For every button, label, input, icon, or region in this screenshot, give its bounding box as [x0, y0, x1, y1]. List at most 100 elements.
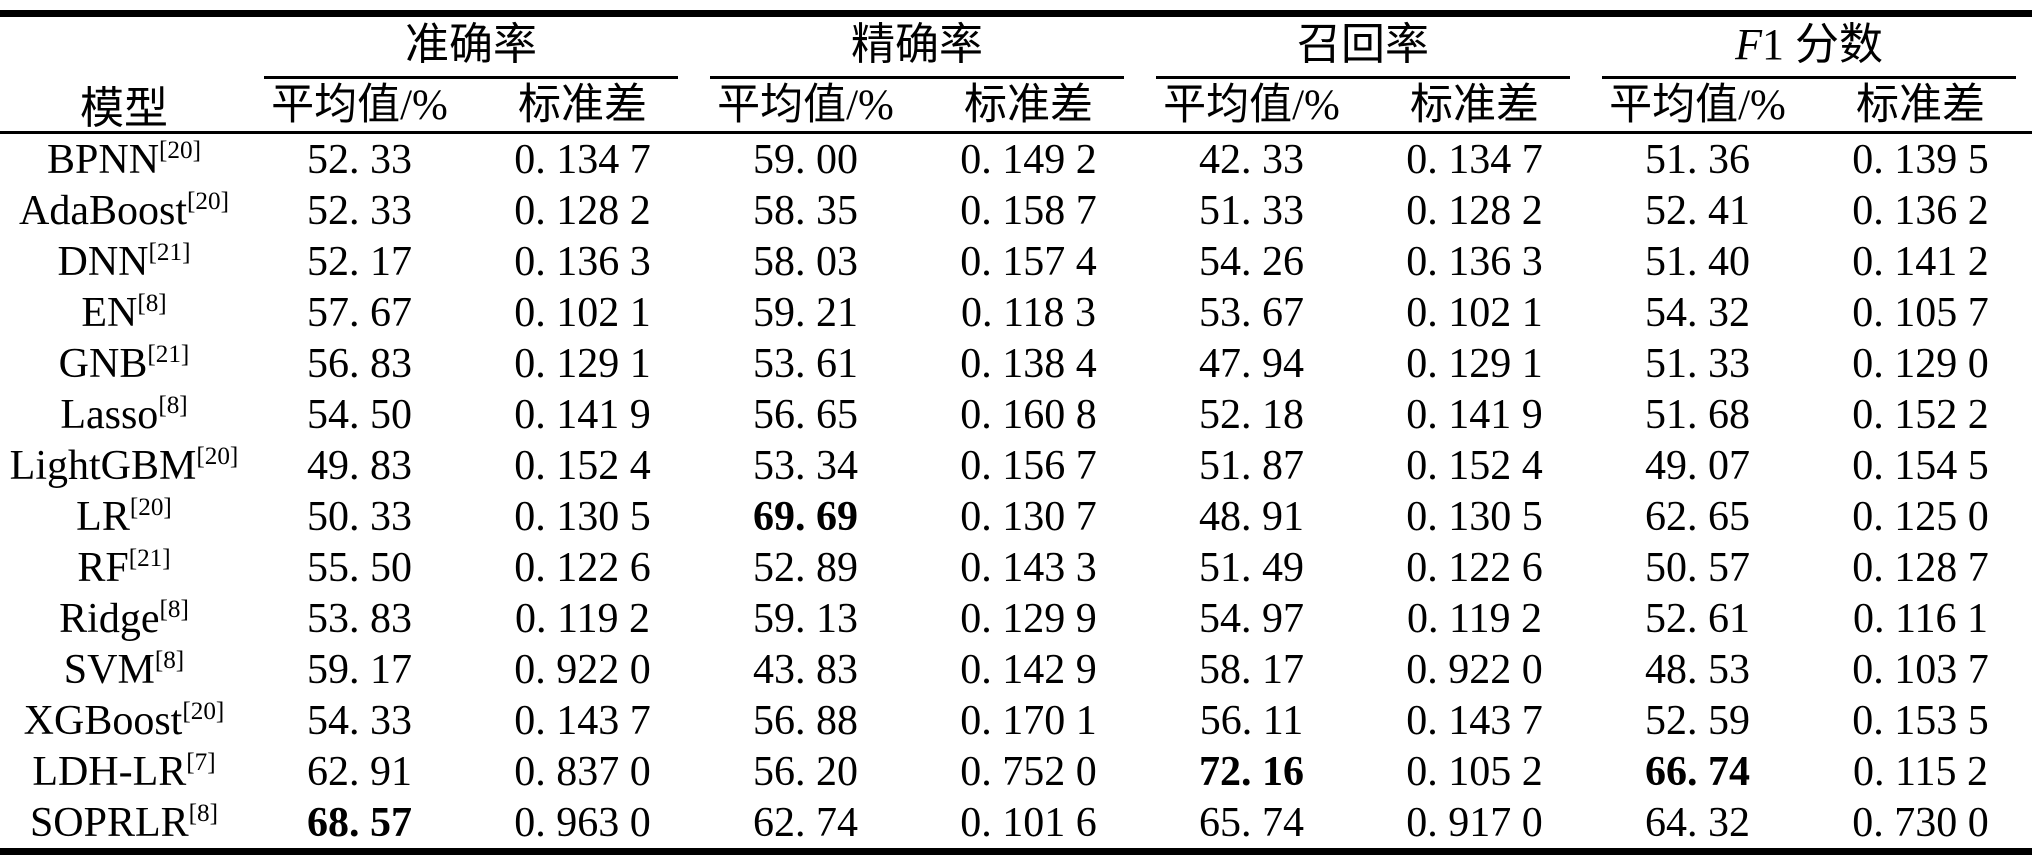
value-cell: 0. 142 9: [960, 646, 1097, 693]
table-row: LDH-LR[7] 62. 91 0. 837 0 56. 20 0. 752 0 72.…: [0, 746, 2032, 797]
value-cell: 72. 16: [1199, 748, 1304, 795]
value-cell: 59. 21: [753, 289, 858, 336]
citation-ref: [8]: [137, 289, 167, 317]
value-cell: 0. 160 8: [960, 391, 1097, 438]
model-name-text: BPNN: [46, 136, 160, 183]
value-cell: 54. 26: [1199, 238, 1304, 285]
table-row: DNN[21] 52. 17 0. 136 3 58. 03 0. 157 4 54. 2…: [0, 236, 2032, 287]
value-cell: 0. 119 2: [1407, 595, 1542, 642]
value-cell: 56. 11: [1199, 697, 1304, 744]
citation-ref: [20]: [182, 697, 225, 725]
model-name: SVM[8]: [0, 644, 248, 695]
value-cell: 0. 119 2: [515, 595, 650, 642]
table-row: SVM[8] 59. 17 0. 922 0 43. 83 0. 142 9 58. 17…: [0, 644, 2032, 695]
value-cell: 0. 130 5: [1406, 493, 1543, 540]
value-cell: 51. 33: [1199, 187, 1304, 234]
table-row: XGBoost[20] 54. 33 0. 143 7 56. 88 0. 170 1 5…: [0, 695, 2032, 746]
value-cell: 0. 158 7: [960, 187, 1097, 234]
value-cell: 0. 134 7: [514, 136, 651, 183]
model-name: LightGBM[20]: [0, 440, 248, 491]
value-cell: 0. 105 7: [1852, 289, 1989, 336]
value-cell: 0. 134 7: [1406, 136, 1543, 183]
model-name: LDH-LR[7]: [0, 746, 248, 797]
value-cell: 0. 157 4: [960, 238, 1097, 285]
sub-header-row: 平均值/% 标准差 平均值/% 标准差 平均值/% 标准差 平均值/% 标准差: [0, 79, 2032, 134]
value-cell: 66. 74: [1645, 748, 1750, 795]
value-cell: 0. 103 7: [1852, 646, 1989, 693]
table-row: EN[8] 57. 67 0. 102 1 59. 21 0. 118 3 53. 67 0…: [0, 287, 2032, 338]
model-name-text: Ridge: [59, 595, 160, 642]
model-name: LR[20]: [0, 491, 248, 542]
value-cell: 52. 17: [307, 238, 412, 285]
model-name: Lasso[8]: [0, 389, 248, 440]
value-cell: 53. 83: [307, 595, 412, 642]
value-cell: 0. 917 0: [1406, 799, 1543, 846]
value-cell: 42. 33: [1199, 136, 1304, 183]
value-cell: 0. 115 2: [1853, 748, 1988, 795]
value-cell: 0. 128 2: [1406, 187, 1543, 234]
value-cell: 0. 153 5: [1852, 697, 1989, 744]
table-row: Lasso[8] 54. 50 0. 141 9 56. 65 0. 160 8 52. …: [0, 389, 2032, 440]
value-cell: 51. 36: [1645, 136, 1750, 183]
value-cell: 0. 101 6: [960, 799, 1097, 846]
value-cell: 52. 33: [307, 136, 412, 183]
value-cell: 52. 59: [1645, 697, 1750, 744]
model-name: EN[8]: [0, 287, 248, 338]
value-cell: 0. 152 2: [1852, 391, 1989, 438]
value-cell: 0. 156 7: [960, 442, 1097, 489]
value-cell: 52. 89: [753, 544, 858, 591]
value-cell: 51. 49: [1199, 544, 1304, 591]
value-cell: 62. 65: [1645, 493, 1750, 540]
value-cell: 0. 149 2: [960, 136, 1097, 183]
value-cell: 56. 65: [753, 391, 858, 438]
value-cell: 53. 67: [1199, 289, 1304, 336]
value-cell: 50. 57: [1645, 544, 1750, 591]
value-cell: 0. 837 0: [514, 748, 651, 795]
group-label-text: 精确率: [851, 20, 983, 69]
model-name-text: DNN: [57, 238, 149, 285]
table-row: RF[21] 55. 50 0. 122 6 52. 89 0. 143 3 51. 49…: [0, 542, 2032, 593]
value-cell: 65. 74: [1199, 799, 1304, 846]
table-row: SOPRLR[8] 68. 57 0. 963 0 62. 74 0. 101 6 65.…: [0, 797, 2032, 852]
value-cell: 48. 91: [1199, 493, 1304, 540]
value-cell: 54. 32: [1645, 289, 1750, 336]
group-label-precision: 精确率: [710, 23, 1124, 79]
table-row: LightGBM[20] 49. 83 0. 152 4 53. 34 0. 156 7…: [0, 440, 2032, 491]
value-cell: 52. 18: [1199, 391, 1304, 438]
value-cell: 51. 68: [1645, 391, 1750, 438]
value-cell: 0. 130 7: [960, 493, 1097, 540]
value-cell: 0. 152 4: [1406, 442, 1543, 489]
subheader-f1-mean: 平均值/%: [1586, 79, 1809, 134]
citation-ref: [20]: [187, 187, 229, 215]
value-cell: 0. 116 1: [1853, 595, 1988, 642]
table-row: GNB[21] 56. 83 0. 129 1 53. 61 0. 138 4 47. 9…: [0, 338, 2032, 389]
subheader-recall-mean: 平均值/%: [1140, 79, 1363, 134]
value-cell: 0. 102 1: [1406, 289, 1543, 336]
value-cell: 0. 152 4: [514, 442, 651, 489]
value-cell: 57. 67: [307, 289, 412, 336]
group-label-italic-part: F: [1735, 20, 1762, 69]
group-label-text: 准确率: [405, 20, 537, 69]
value-cell: 54. 33: [307, 697, 412, 744]
model-name: RF[21]: [0, 542, 248, 593]
value-cell: 52. 41: [1645, 187, 1750, 234]
citation-ref: [8]: [154, 646, 185, 674]
model-name-text: GNB: [58, 340, 148, 387]
group-label-text: 召回率: [1297, 20, 1429, 69]
value-cell: 0. 136 3: [1406, 238, 1543, 285]
subheader-precision-mean: 平均值/%: [694, 79, 917, 134]
value-cell: 51. 40: [1645, 238, 1750, 285]
value-cell: 0. 130 5: [514, 493, 651, 540]
model-name: DNN[21]: [0, 236, 248, 287]
value-cell: 0. 143 7: [514, 697, 651, 744]
value-cell: 56. 88: [753, 697, 858, 744]
group-label-text: 1 分数: [1761, 20, 1883, 69]
value-cell: 62. 91: [307, 748, 412, 795]
group-header-row: 模型 准确率 精确率 召回率 F1 分数: [0, 13, 2032, 134]
subheader-f1-std: 标准差: [1809, 79, 2032, 134]
value-cell: 55. 50: [307, 544, 412, 591]
value-cell: 52. 33: [307, 187, 412, 234]
value-cell: 0. 128 7: [1852, 544, 1989, 591]
model-name-text: SOPRLR: [29, 799, 189, 846]
citation-ref: [21]: [147, 340, 190, 368]
